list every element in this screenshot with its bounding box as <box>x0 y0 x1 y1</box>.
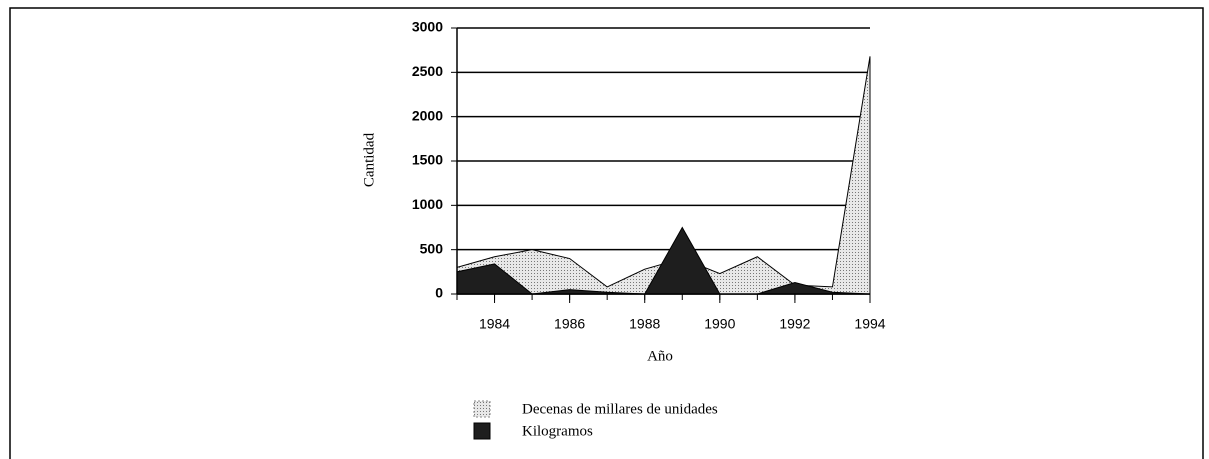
y-tick-label: 1500 <box>412 152 443 168</box>
x-tick-label: 1984 <box>479 316 510 332</box>
y-tick-label: 1000 <box>412 196 443 212</box>
frame <box>9 7 1204 459</box>
x-tick-label: 1992 <box>779 316 810 332</box>
x-tick-label: 1986 <box>554 316 585 332</box>
x-tick-label: 1994 <box>854 316 885 332</box>
y-axis-label: Cantidad <box>361 132 377 187</box>
legend-label: Kilogramos <box>522 423 593 439</box>
y-tick-label: 500 <box>420 240 444 256</box>
x-axis-label: Año <box>647 348 673 364</box>
y-tick-label: 2000 <box>412 107 443 123</box>
area <box>456 226 871 295</box>
legend-swatch <box>473 422 491 440</box>
x-tick-label: 1990 <box>704 316 735 332</box>
x-tick-label: 1988 <box>629 316 660 332</box>
y-tick-label: 2500 <box>412 63 443 79</box>
y-tick-label: 0 <box>435 285 443 301</box>
y-tick-label: 3000 <box>412 19 443 35</box>
legend-swatch <box>473 400 491 418</box>
area <box>456 56 871 295</box>
legend-label: Decenas de millares de unidades <box>522 401 718 417</box>
